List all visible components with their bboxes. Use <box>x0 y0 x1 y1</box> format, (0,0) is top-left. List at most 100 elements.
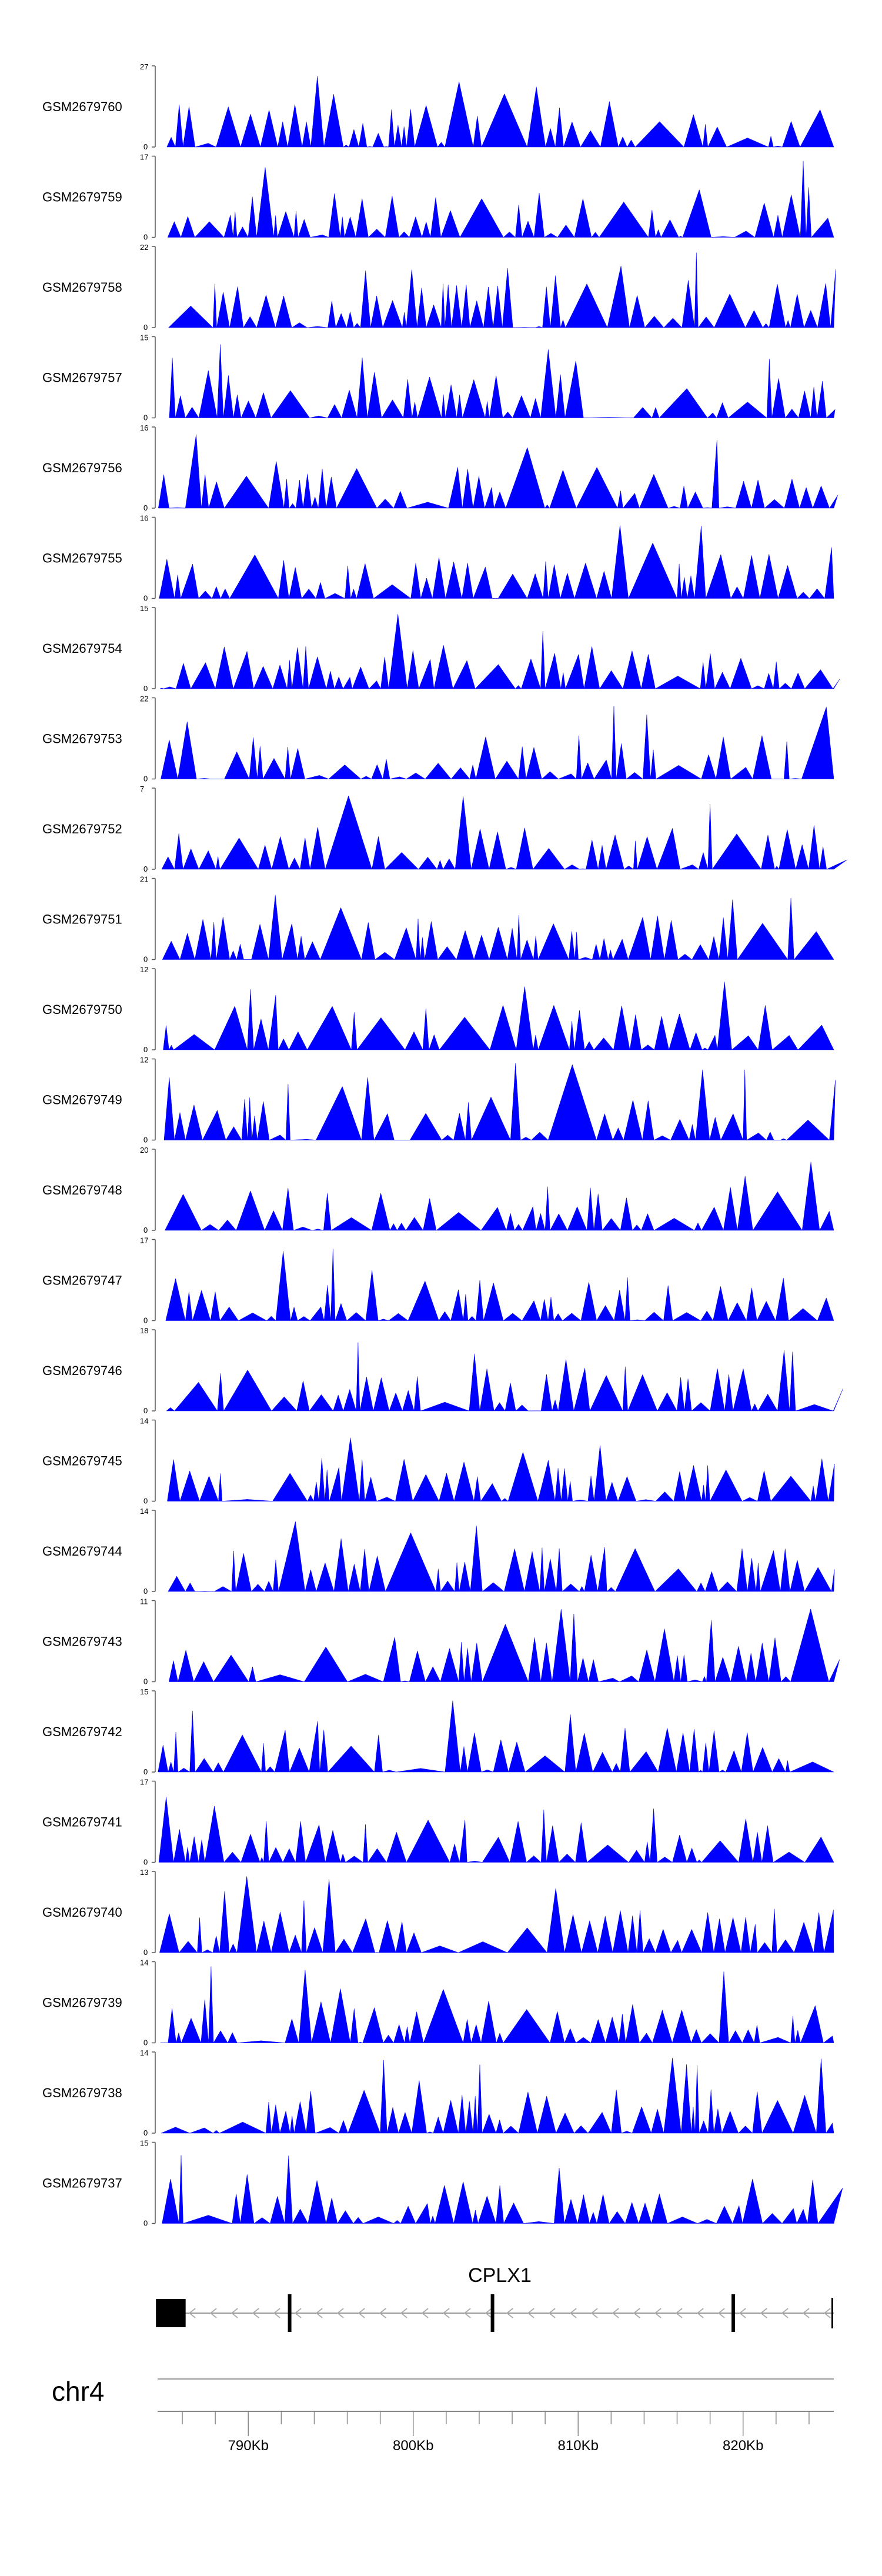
strand-chevron <box>739 2308 746 2318</box>
track-label: GSM2679759 <box>42 190 122 205</box>
track-label: GSM2679747 <box>42 1273 122 1288</box>
strand-chevron <box>675 2308 683 2318</box>
coverage-area <box>167 1437 835 1502</box>
coverage-area <box>168 252 836 328</box>
track-label: GSM2679757 <box>42 371 122 385</box>
exon <box>490 2294 495 2332</box>
y-min-label: 0 <box>143 1045 148 1054</box>
y-max-label: 27 <box>140 62 148 71</box>
y-min-label: 0 <box>143 413 148 422</box>
strand-chevron <box>442 2308 450 2318</box>
track-GSM2679754: GSM2679754 15 0 <box>42 604 840 693</box>
strand-chevron <box>294 2308 302 2318</box>
y-max-label: 15 <box>140 333 148 342</box>
track-label: GSM2679753 <box>42 732 122 746</box>
strand-chevron <box>823 2308 831 2318</box>
track-GSM2679752: GSM2679752 7 0 <box>42 785 847 873</box>
y-min-label: 0 <box>143 775 148 783</box>
y-max-label: 15 <box>140 2139 148 2148</box>
exon <box>288 2294 292 2332</box>
track-label: GSM2679751 <box>42 912 122 927</box>
track-label: GSM2679745 <box>42 1454 122 1469</box>
y-min-label: 0 <box>143 323 148 332</box>
strand-chevron <box>273 2308 280 2318</box>
coverage-area <box>160 1966 834 2044</box>
strand-chevron <box>485 2308 492 2318</box>
track-label: GSM2679738 <box>42 2086 122 2100</box>
y-min-label: 0 <box>143 1226 148 1234</box>
y-max-label: 18 <box>140 1326 148 1335</box>
exon <box>731 2294 736 2332</box>
tick-label: 800Kb <box>393 2438 433 2454</box>
tick-label: 810Kb <box>558 2438 599 2454</box>
coverage-area <box>161 706 834 780</box>
track-label: GSM2679741 <box>42 1815 122 1830</box>
track-GSM2679757: GSM2679757 15 0 <box>42 333 836 422</box>
track-GSM2679755: GSM2679755 16 0 <box>42 514 834 603</box>
strand-chevron <box>654 2308 662 2318</box>
y-min-label: 0 <box>143 1406 148 1415</box>
y-min-label: 0 <box>143 233 148 242</box>
track-GSM2679740: GSM2679740 13 0 <box>42 1868 834 1957</box>
coverage-area <box>166 76 834 148</box>
gene-label: CPLX1 <box>468 2264 532 2287</box>
coverage-area <box>160 614 840 689</box>
y-min-label: 0 <box>143 1136 148 1144</box>
coverage-area <box>164 1162 834 1231</box>
y-min-label: 0 <box>143 684 148 693</box>
track-GSM2679750: GSM2679750 12 0 <box>42 965 834 1054</box>
track-label: GSM2679743 <box>42 1634 122 1649</box>
strand-chevron <box>252 2308 259 2318</box>
track-GSM2679751: GSM2679751 21 0 <box>42 875 834 964</box>
strand-chevron <box>230 2308 238 2318</box>
y-min-label: 0 <box>143 1316 148 1325</box>
coverage-area <box>159 1876 834 1953</box>
coverage-area <box>166 1342 843 1412</box>
strand-chevron <box>802 2308 810 2318</box>
y-max-label: 21 <box>140 875 148 884</box>
y-min-label: 0 <box>143 2128 148 2137</box>
y-min-label: 0 <box>143 594 148 603</box>
track-GSM2679759: GSM2679759 17 0 <box>42 153 834 242</box>
track-label: GSM2679760 <box>42 99 122 114</box>
strand-chevron <box>717 2308 725 2318</box>
strand-chevrons <box>188 2308 831 2318</box>
track-GSM2679744: GSM2679744 14 0 <box>42 1507 835 1596</box>
y-max-label: 14 <box>140 1958 148 1967</box>
y-max-label: 15 <box>140 1687 148 1696</box>
coverage-area <box>163 1063 836 1141</box>
y-max-label: 22 <box>140 243 148 252</box>
y-max-label: 13 <box>140 1868 148 1877</box>
strand-chevron <box>548 2308 556 2318</box>
track-label: GSM2679754 <box>42 641 122 656</box>
coverage-area <box>162 895 834 960</box>
y-max-label: 17 <box>140 1236 148 1245</box>
y-min-label: 0 <box>143 955 148 964</box>
track-label: GSM2679737 <box>42 2176 122 2191</box>
coverage-tracks: GSM2679760270GSM2679759170GSM2679758220G… <box>42 62 847 2228</box>
y-min-label: 0 <box>143 503 148 512</box>
strand-chevron <box>760 2308 767 2318</box>
track-label: GSM2679744 <box>42 1544 122 1559</box>
tick-label: 820Kb <box>723 2438 763 2454</box>
strand-chevron <box>421 2308 429 2318</box>
coverage-area <box>158 434 838 509</box>
y-min-label: 0 <box>143 1677 148 1686</box>
coverage-area <box>163 982 834 1050</box>
strand-chevron <box>209 2308 217 2318</box>
coverage-area <box>158 1797 834 1863</box>
y-max-label: 14 <box>140 1507 148 1516</box>
track-label: GSM2679746 <box>42 1363 122 1378</box>
coverage-area <box>169 344 836 419</box>
y-max-label: 17 <box>140 153 148 162</box>
track-GSM2679747: GSM2679747 17 0 <box>42 1236 834 1325</box>
track-label: GSM2679748 <box>42 1183 122 1197</box>
track-label: GSM2679752 <box>42 822 122 836</box>
track-GSM2679745: GSM2679745 14 0 <box>42 1417 835 1506</box>
coverage-area <box>159 525 834 599</box>
track-GSM2679746: GSM2679746 18 0 <box>42 1326 843 1415</box>
track-label: GSM2679742 <box>42 1724 122 1739</box>
coverage-area <box>167 161 834 238</box>
y-min-label: 0 <box>143 1858 148 1867</box>
